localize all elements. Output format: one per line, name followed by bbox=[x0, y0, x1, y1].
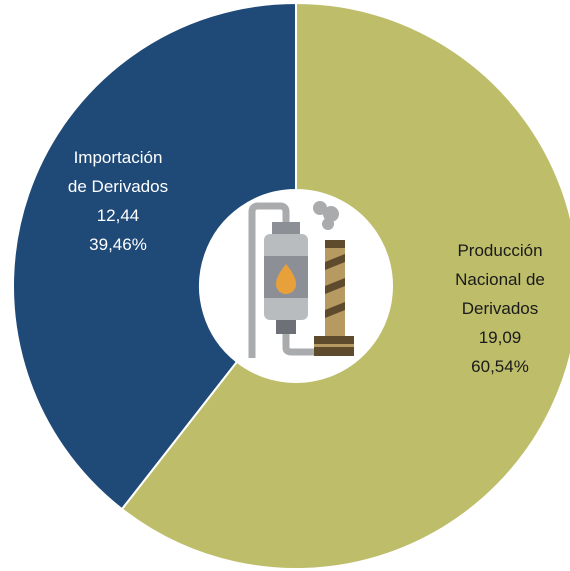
slice-label: Importación de Derivados 12,44 39,46% bbox=[58, 143, 178, 259]
percent-label: 39,46% bbox=[89, 235, 147, 254]
value-label: 19,09 bbox=[478, 328, 522, 347]
donut-slice bbox=[12, 1, 297, 511]
refinery-icon bbox=[248, 201, 354, 358]
slice-label: Producción Nacional de Derivados 19,09 6… bbox=[440, 236, 560, 381]
category-label: Producción Nacional de Derivados bbox=[455, 241, 545, 318]
donut-slice bbox=[120, 1, 570, 570]
category-label: Importación de Derivados bbox=[67, 148, 169, 196]
value-label: 12,44 bbox=[96, 206, 140, 225]
percent-label: 60,54% bbox=[471, 357, 529, 376]
